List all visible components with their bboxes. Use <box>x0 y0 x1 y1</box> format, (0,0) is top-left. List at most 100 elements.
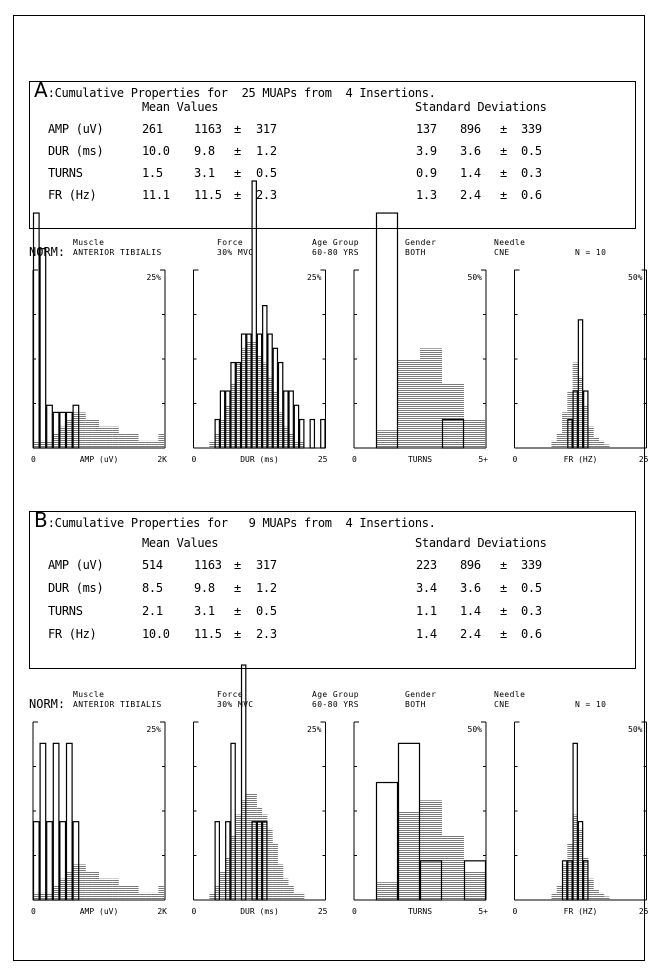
row-sd: 223 <box>416 558 437 572</box>
x-axis-label: FR (HZ) <box>564 907 598 916</box>
norm-mean-sd: 1.2 <box>256 581 277 595</box>
plus-minus: ± <box>234 627 241 641</box>
norm-bar <box>246 341 252 448</box>
observed-bar <box>572 390 578 449</box>
histogram-fr: 50% 0 FR (HZ) 25 <box>513 269 649 464</box>
norm-bar <box>79 412 86 448</box>
observed-bar <box>32 212 40 449</box>
norm-sd-sd: 0.5 <box>521 144 542 158</box>
norm-bar <box>72 864 80 900</box>
norm-bar <box>572 814 578 900</box>
plus-minus: ± <box>500 122 507 136</box>
force-value: 30% MVC <box>217 700 254 709</box>
sd-header: Standard Deviations <box>415 536 547 550</box>
insertion-count: 4 <box>345 86 353 100</box>
norm-bar <box>299 892 305 900</box>
norm-sd-sd: 0.3 <box>521 604 542 618</box>
norm-header-b: NORM: Muscle ANTERIOR TIBIALIS Force 30% MVC… <box>29 690 636 714</box>
plus-minus: ± <box>500 581 507 595</box>
gender-value: BOTH <box>405 700 426 709</box>
norm-bar <box>85 871 93 900</box>
norm-mean-sd: 317 <box>256 122 277 136</box>
norm-bar <box>562 412 568 448</box>
norm-mean-sd: 0.5 <box>256 166 277 180</box>
norm-bar <box>593 437 599 448</box>
histogram-fr: 50% 0 FR (HZ) 25 <box>513 721 649 916</box>
row-value: 1.5 <box>142 166 163 180</box>
norm-bar <box>288 885 294 900</box>
plus-minus: ± <box>500 188 507 202</box>
age-value: 60-80 YRS <box>312 248 359 257</box>
norm-mean: 3.1 <box>194 166 215 180</box>
norm-bar <box>577 376 584 448</box>
norm-sd-mean: 3.6 <box>460 144 481 158</box>
observed-bar <box>240 333 247 449</box>
observed-bar <box>572 742 578 901</box>
norm-bar <box>118 885 126 900</box>
norm-bar <box>118 433 126 448</box>
norm-bar <box>262 814 268 900</box>
observed-bar <box>225 390 231 449</box>
norm-bar <box>572 362 578 448</box>
norm-bar <box>588 878 594 900</box>
norm-bar <box>158 885 165 900</box>
norm-bar <box>151 892 159 900</box>
norm-bar <box>112 426 119 448</box>
plus-minus: ± <box>234 122 241 136</box>
needle-value: CNE <box>494 248 510 257</box>
x-min-label: 0 <box>513 455 518 464</box>
norm-bar <box>272 391 278 448</box>
muscle-heading: Muscle <box>73 690 105 699</box>
muscle-heading: Muscle <box>73 238 105 247</box>
x-min-label: 0 <box>352 907 357 916</box>
row-value: 8.5 <box>142 581 163 595</box>
norm-bar <box>551 892 557 900</box>
observed-bar <box>299 418 305 449</box>
norm-bar <box>288 433 294 448</box>
observed-bar <box>72 404 80 449</box>
norm-bar <box>267 828 273 900</box>
x-max-label: 5+ <box>478 455 488 464</box>
norm-bar <box>59 426 66 448</box>
norm-bar <box>99 426 106 448</box>
norm-bar <box>442 383 464 448</box>
norm-bar <box>398 811 420 900</box>
norm-sd-mean: 3.6 <box>460 581 481 595</box>
observed-bar <box>561 860 568 901</box>
norm-bar <box>251 793 257 900</box>
observed-bar <box>267 333 273 449</box>
observed-bar <box>240 664 247 901</box>
norm-bar <box>132 433 139 448</box>
norm-bar <box>583 857 589 900</box>
row-sd: 1.4 <box>416 627 437 641</box>
norm-bar <box>283 426 289 448</box>
row-value: 514 <box>142 558 163 572</box>
norm-bar <box>225 857 231 900</box>
row-sd: 137 <box>416 122 437 136</box>
observed-bar <box>567 860 573 901</box>
norm-bar <box>92 871 99 900</box>
norm-bar <box>283 878 289 900</box>
title-prefix: :Cumulative Properties for <box>47 86 228 100</box>
norm-bar <box>598 892 605 900</box>
observed-bar <box>39 248 47 449</box>
norm-bar <box>241 348 247 448</box>
norm-sd-mean: 896 <box>460 558 481 572</box>
needle-heading: Needle <box>494 690 526 699</box>
x-axis-label: FR (HZ) <box>564 455 598 464</box>
plus-minus: ± <box>234 166 241 180</box>
norm-sd-sd: 0.5 <box>521 581 542 595</box>
norm-bar <box>33 892 40 900</box>
needle-heading: Needle <box>494 238 526 247</box>
norm-bar <box>214 433 220 448</box>
histogram-amp: 25% 0 AMP (uV) 2K <box>31 212 167 464</box>
observed-bar <box>251 180 257 449</box>
norm-bar <box>214 885 220 900</box>
observed-bar <box>214 418 220 449</box>
norm-bar <box>556 433 563 448</box>
muap-count: 9 <box>248 516 256 530</box>
age-value: 60-80 YRS <box>312 700 359 709</box>
observed-bar <box>283 390 289 449</box>
norm-sd-sd: 339 <box>521 558 542 572</box>
observed-bar <box>230 742 236 901</box>
